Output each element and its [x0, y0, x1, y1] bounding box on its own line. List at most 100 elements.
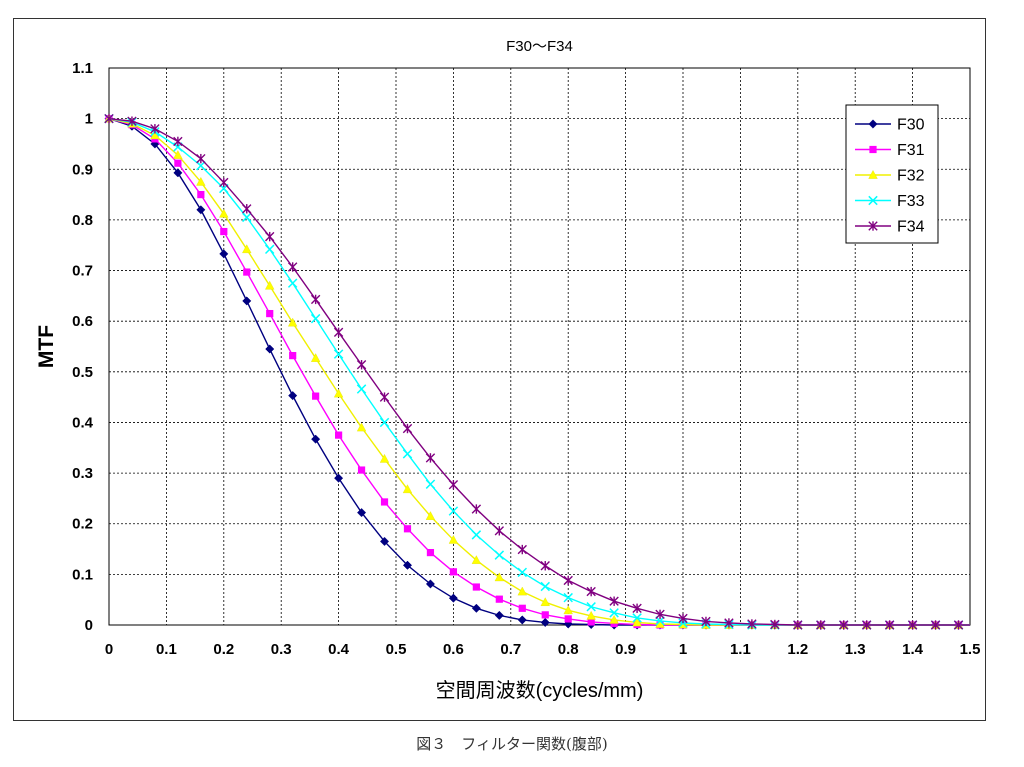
legend-label: F31 — [897, 142, 925, 159]
data-point-x — [379, 417, 390, 428]
data-point-diamond — [494, 610, 504, 620]
data-point-star — [356, 360, 367, 370]
data-point-square — [197, 190, 205, 199]
legend-item-f32: F32 — [855, 168, 925, 185]
data-point-square — [357, 466, 366, 474]
data-point-star — [471, 504, 482, 514]
data-point-triangle — [219, 208, 229, 218]
data-point-star — [609, 596, 619, 606]
data-point-star — [379, 392, 390, 402]
y-tick-label: 0.8 — [72, 212, 93, 229]
x-tick-label: 0.1 — [156, 641, 177, 658]
data-point-triangle — [540, 597, 550, 606]
data-point-diamond — [448, 593, 458, 603]
data-point-star — [953, 620, 964, 630]
y-tick-label: 1.1 — [72, 60, 93, 77]
data-point-star — [517, 544, 527, 555]
data-point-square — [472, 583, 480, 591]
data-point-square — [243, 268, 251, 276]
data-point-star — [219, 177, 229, 188]
data-point-star — [265, 231, 275, 242]
y-tick-label: 0 — [85, 617, 93, 634]
x-tick-label: 1.5 — [960, 641, 981, 658]
data-point-diamond — [334, 473, 344, 483]
data-point-triangle — [632, 617, 642, 627]
data-point-square — [403, 525, 412, 533]
data-point-triangle — [356, 422, 367, 432]
data-point-star — [173, 136, 183, 147]
data-point-diamond — [288, 391, 298, 401]
data-point-x — [425, 479, 436, 489]
data-point-star — [724, 618, 734, 628]
data-point-x — [356, 384, 367, 394]
data-point-diamond — [196, 205, 206, 215]
y-axis-label: MTF — [35, 325, 58, 368]
data-point-square — [289, 352, 297, 360]
data-point-star — [425, 453, 436, 463]
data-point-x — [632, 613, 642, 623]
data-point-triangle — [173, 150, 183, 159]
x-tick-label: 1.3 — [845, 641, 866, 658]
legend-box — [845, 104, 939, 244]
data-point-square — [380, 498, 389, 506]
data-point-star — [586, 586, 596, 597]
data-point-diamond — [242, 296, 252, 306]
data-point-square — [426, 548, 435, 557]
data-point-square — [174, 159, 182, 167]
data-point-x — [563, 592, 573, 603]
y-tick-label: 0.2 — [72, 516, 93, 533]
legend-label: F32 — [897, 168, 925, 185]
data-point-star — [861, 620, 872, 630]
x-tick-label: 1 — [679, 641, 687, 658]
data-point-triangle — [333, 388, 344, 398]
data-point-diamond — [425, 579, 435, 589]
data-point-star — [402, 423, 413, 434]
legend-label: F34 — [897, 219, 925, 236]
legend-item-f31: F31 — [855, 142, 925, 159]
x-axis-label: 空間周波数(cycles/mm) — [436, 679, 644, 702]
data-point-triangle — [471, 555, 482, 564]
data-point-x — [471, 530, 482, 540]
data-point-star — [839, 620, 849, 630]
data-point-triangle — [310, 353, 321, 362]
data-point-x — [264, 244, 275, 255]
data-point-diamond — [379, 536, 390, 547]
data-point-star — [816, 620, 826, 630]
data-point-triangle — [288, 317, 298, 327]
data-point-triangle — [609, 615, 619, 624]
x-tick-label: 0.8 — [558, 641, 579, 658]
legend-item-f34: F34 — [855, 219, 925, 236]
series-f34 — [104, 113, 970, 630]
data-point-triangle — [379, 453, 390, 463]
data-point-square — [587, 618, 595, 626]
data-point-triangle — [242, 244, 252, 254]
data-point-diamond — [219, 249, 229, 259]
data-point-diamond — [357, 508, 367, 518]
x-tick-label: 1.2 — [787, 641, 808, 658]
data-point-star — [333, 327, 344, 338]
data-point-square — [495, 595, 503, 603]
data-point-star — [448, 480, 459, 490]
data-point-x — [402, 449, 413, 459]
data-point-x — [242, 212, 252, 223]
y-tick-label: 0.3 — [72, 465, 93, 482]
chart-figure: 0 0.1 0.2 0.3 0.4 0.5 0.6 0.7 0.8 0.9 1 1.1 1.2 1.3 1.… — [13, 18, 986, 721]
data-point-star — [907, 620, 918, 630]
data-point-star — [884, 620, 895, 630]
data-point-star — [540, 561, 550, 571]
x-tick-label: 0 — [105, 641, 113, 658]
data-point-star — [242, 204, 252, 214]
data-point-square — [312, 392, 320, 400]
data-point-diamond — [173, 168, 183, 178]
data-point-diamond — [402, 560, 413, 570]
data-point-star — [150, 124, 160, 134]
mtf-line-chart: 0 0.1 0.2 0.3 0.4 0.5 0.6 0.7 0.8 0.9 1 1.1 1.2 1.3 1.… — [35, 38, 981, 702]
data-point-star — [287, 262, 298, 272]
data-point-x — [333, 349, 344, 359]
data-point-x — [494, 550, 505, 560]
data-point-triangle — [517, 586, 527, 596]
data-point-star — [310, 294, 321, 305]
data-point-x — [310, 313, 321, 324]
y-tick-label: 0.7 — [72, 263, 93, 280]
x-tick-label: 0.4 — [328, 641, 350, 658]
